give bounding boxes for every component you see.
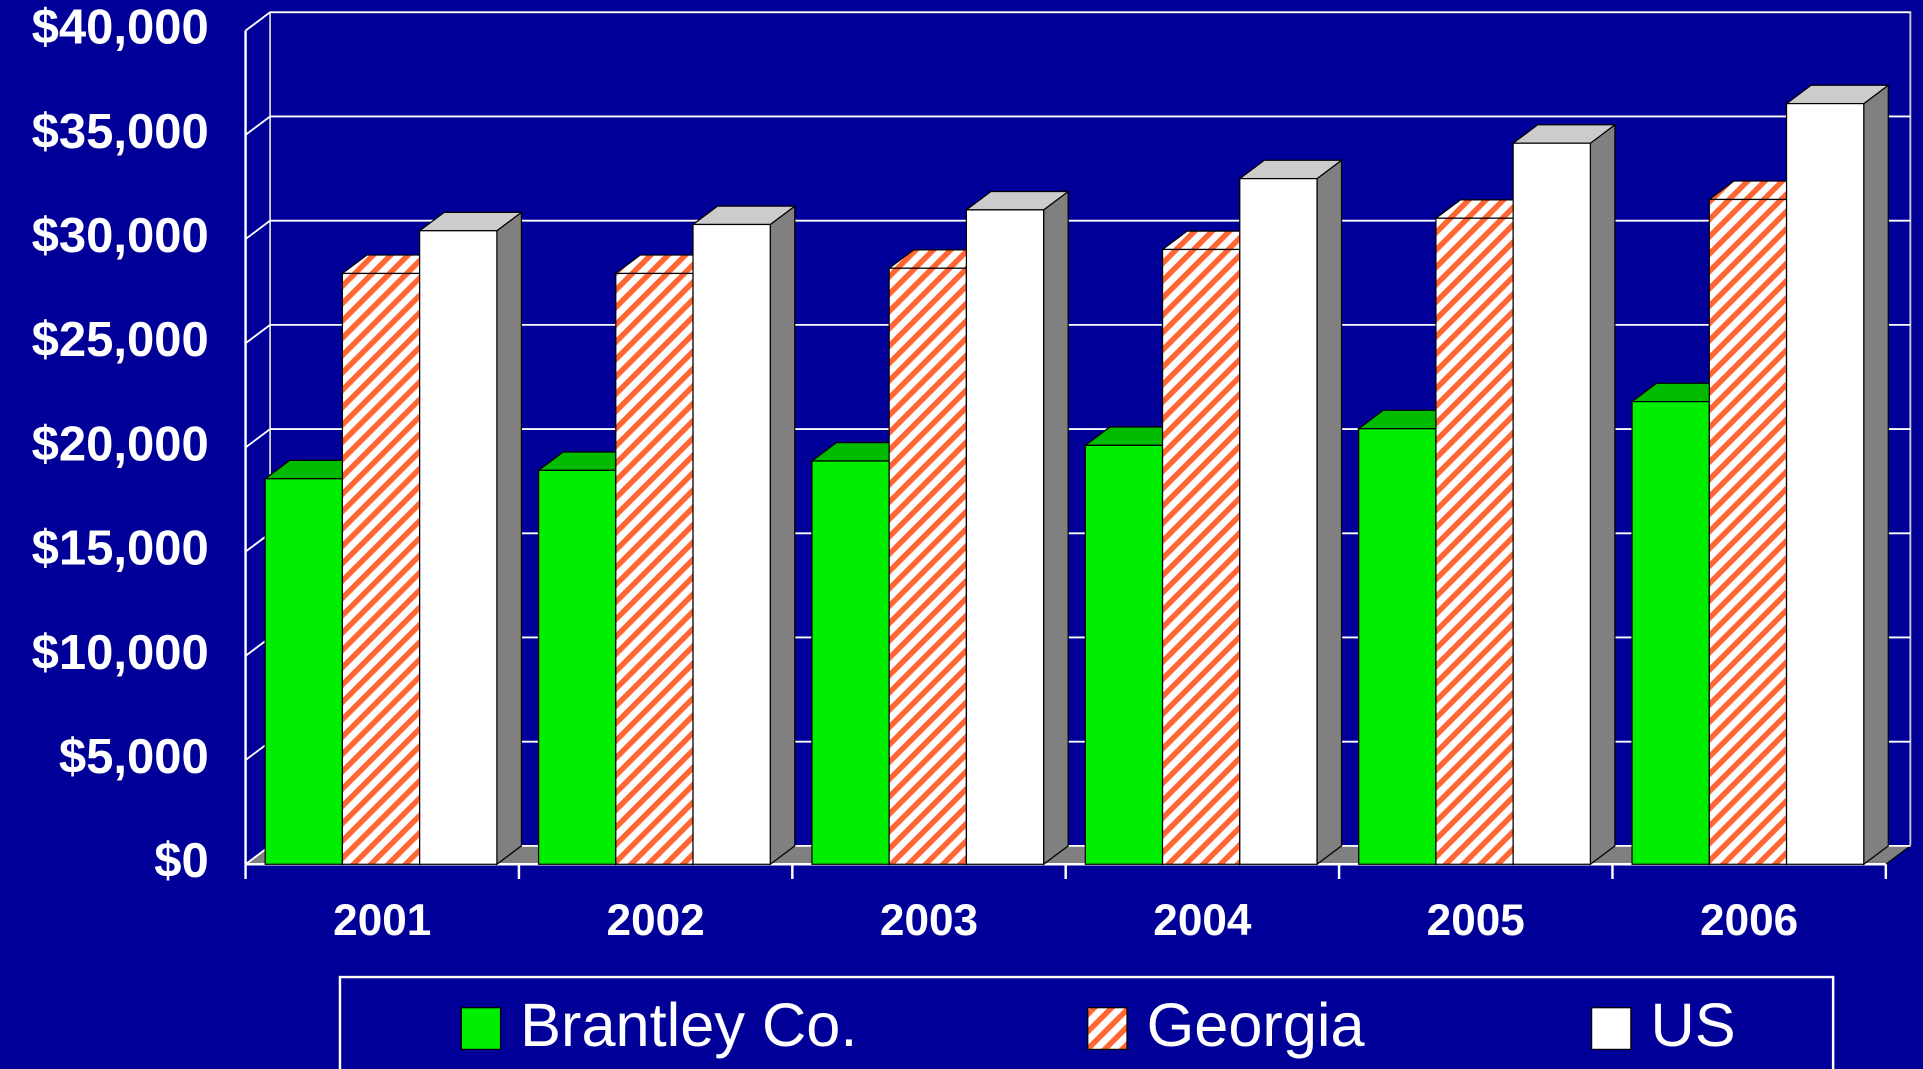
- bar-side: [496, 211, 523, 866]
- y-tick-label: $20,000: [32, 417, 209, 471]
- x-tick-label: 2005: [1427, 896, 1525, 945]
- legend-label: Georgia: [1147, 991, 1366, 1059]
- legend-box: [338, 975, 1835, 1069]
- bar: [1435, 217, 1514, 865]
- bar: [419, 230, 498, 865]
- x-tick-label: 2002: [607, 896, 705, 945]
- legend-label: Brantley Co.: [520, 991, 857, 1059]
- bar-side: [769, 204, 796, 866]
- y-tick-label: $35,000: [32, 105, 209, 159]
- y-tick-label: $0: [154, 834, 209, 888]
- bar-side: [1863, 83, 1889, 866]
- y-tick-label: $30,000: [32, 209, 209, 263]
- bar: [341, 272, 421, 865]
- bar: [264, 478, 344, 865]
- legend-label: US: [1650, 991, 1735, 1059]
- x-tick-label: 2004: [1153, 896, 1252, 945]
- x-tick-label: 2001: [333, 896, 431, 945]
- y-tick-label: $25,000: [32, 313, 209, 367]
- y-tick-label: $40,000: [32, 1, 209, 55]
- bar: [692, 223, 771, 865]
- bar: [1084, 444, 1164, 865]
- x-tick-label: 2003: [880, 896, 978, 945]
- bar-side: [1043, 190, 1069, 866]
- bar: [811, 460, 890, 865]
- y-tick-label: $5,000: [59, 730, 209, 784]
- x-tick-label: 2006: [1700, 896, 1798, 945]
- y-tick: [245, 324, 271, 344]
- bar: [1239, 178, 1318, 865]
- bar: [1785, 102, 1865, 865]
- bar-side: [1316, 159, 1343, 866]
- bar: [1708, 198, 1788, 865]
- bar: [965, 209, 1045, 865]
- legend-swatch: [1087, 1007, 1128, 1050]
- bar: [1161, 248, 1241, 865]
- bar: [1512, 142, 1592, 865]
- y-tick-label: $15,000: [32, 522, 209, 576]
- bar: [537, 469, 617, 865]
- y-tick-label: $10,000: [32, 626, 209, 680]
- y-tick: [245, 428, 271, 449]
- legend-swatch: [460, 1007, 502, 1050]
- bar: [1631, 400, 1710, 865]
- bar: [1358, 428, 1437, 865]
- bar: [615, 272, 694, 865]
- bar-side: [1589, 123, 1616, 866]
- y-tick: [245, 11, 271, 32]
- bar: [888, 267, 968, 865]
- y-tick: [245, 115, 271, 136]
- legend-swatch: [1591, 1007, 1632, 1050]
- y-tick: [245, 219, 271, 240]
